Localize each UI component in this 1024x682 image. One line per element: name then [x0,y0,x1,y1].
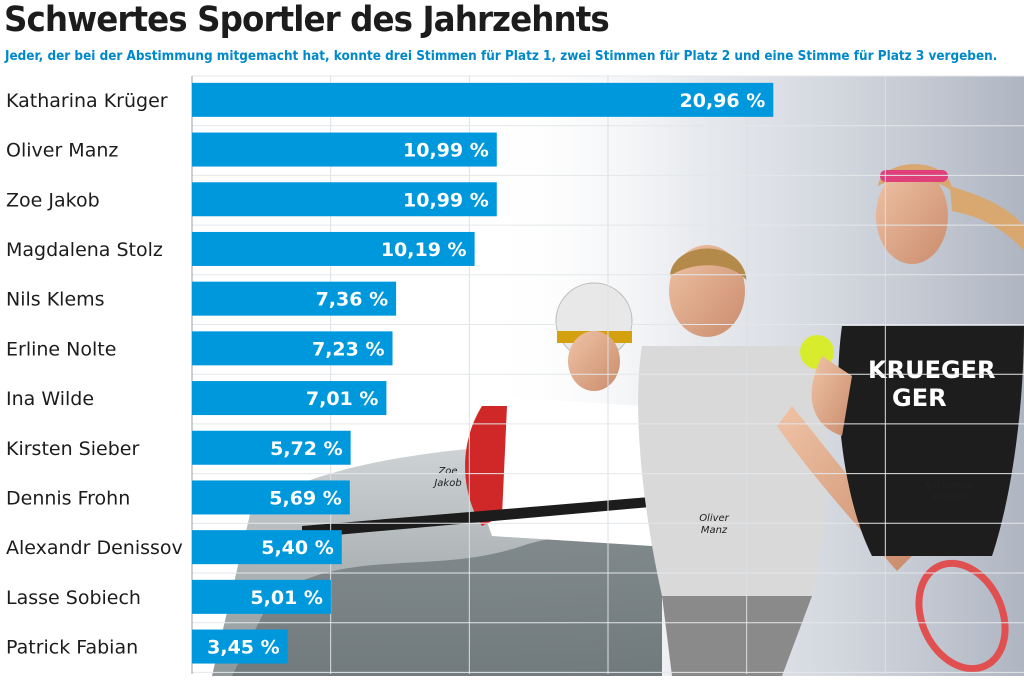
photo-caption-oliver-line2: Manz [701,525,728,536]
value-label-11: 3,45 % [207,637,280,659]
photo-caption-katharina-line2: Krüger [932,492,967,503]
chart-subtitle: Jeder, der bei der Abstimmung mitgemacht… [5,49,998,64]
value-label-9: 5,40 % [261,537,334,559]
bar-4 [192,281,397,316]
value-label-7: 5,72 % [270,438,343,460]
category-label-11: Patrick Fabian [6,637,138,659]
bar-8 [192,480,350,515]
value-label-5: 7,23 % [312,338,385,360]
category-label-4: Nils Klems [6,289,105,311]
category-label-0: Katharina Krüger [6,90,168,112]
category-label-7: Kirsten Sieber [6,438,139,460]
photo-caption-oliver-line1: Oliver [699,513,729,524]
photo-caption-katharina-line1: Katharina [925,480,973,491]
bar-10 [192,579,331,614]
category-labels: Katharina Krüger Oliver Manz Zoe Jakob Magd… [6,90,183,659]
category-label-2: Zoe Jakob [6,189,100,211]
jersey-text: KRUEGER [868,356,996,384]
category-label-1: Oliver Manz [6,140,118,162]
value-label-0: 20,96 % [680,90,766,112]
bar-9 [192,530,342,565]
value-labels: 20,96 % 10,99 % 10,99 % 10,19 % 7,36 % 7,23 %… [207,90,765,659]
category-label-6: Ina Wilde [6,388,94,410]
bar-1 [192,132,497,167]
category-label-5: Erline Nolte [6,338,116,360]
photo-caption-zoe-line2: Jakob [432,478,461,489]
value-label-3: 10,19 % [381,239,467,261]
jersey-sub-text: GER [892,384,947,412]
value-label-8: 5,69 % [269,487,342,509]
category-label-9: Alexandr Denissov [6,537,183,559]
value-label-6: 7,01 % [306,388,379,410]
bar-5 [192,331,393,366]
photo-caption-zoe-line1: Zoe [437,466,457,477]
chart-title: Schwertes Sportler des Jahrzehnts [4,0,610,40]
grid-lines [192,75,1024,674]
value-label-4: 7,36 % [316,289,389,311]
bars [192,82,774,664]
bar-3 [192,231,475,266]
value-label-1: 10,99 % [403,140,489,162]
bar-11 [192,629,288,664]
value-label-2: 10,99 % [403,189,489,211]
category-label-8: Dennis Frohn [6,487,130,509]
bar-6 [192,381,387,416]
category-label-10: Lasse Sobiech [6,587,141,609]
value-label-10: 5,01 % [250,587,323,609]
category-label-3: Magdalena Stolz [6,239,163,261]
bar-7 [192,430,351,465]
bar-0 [192,82,774,117]
bar-2 [192,182,497,217]
